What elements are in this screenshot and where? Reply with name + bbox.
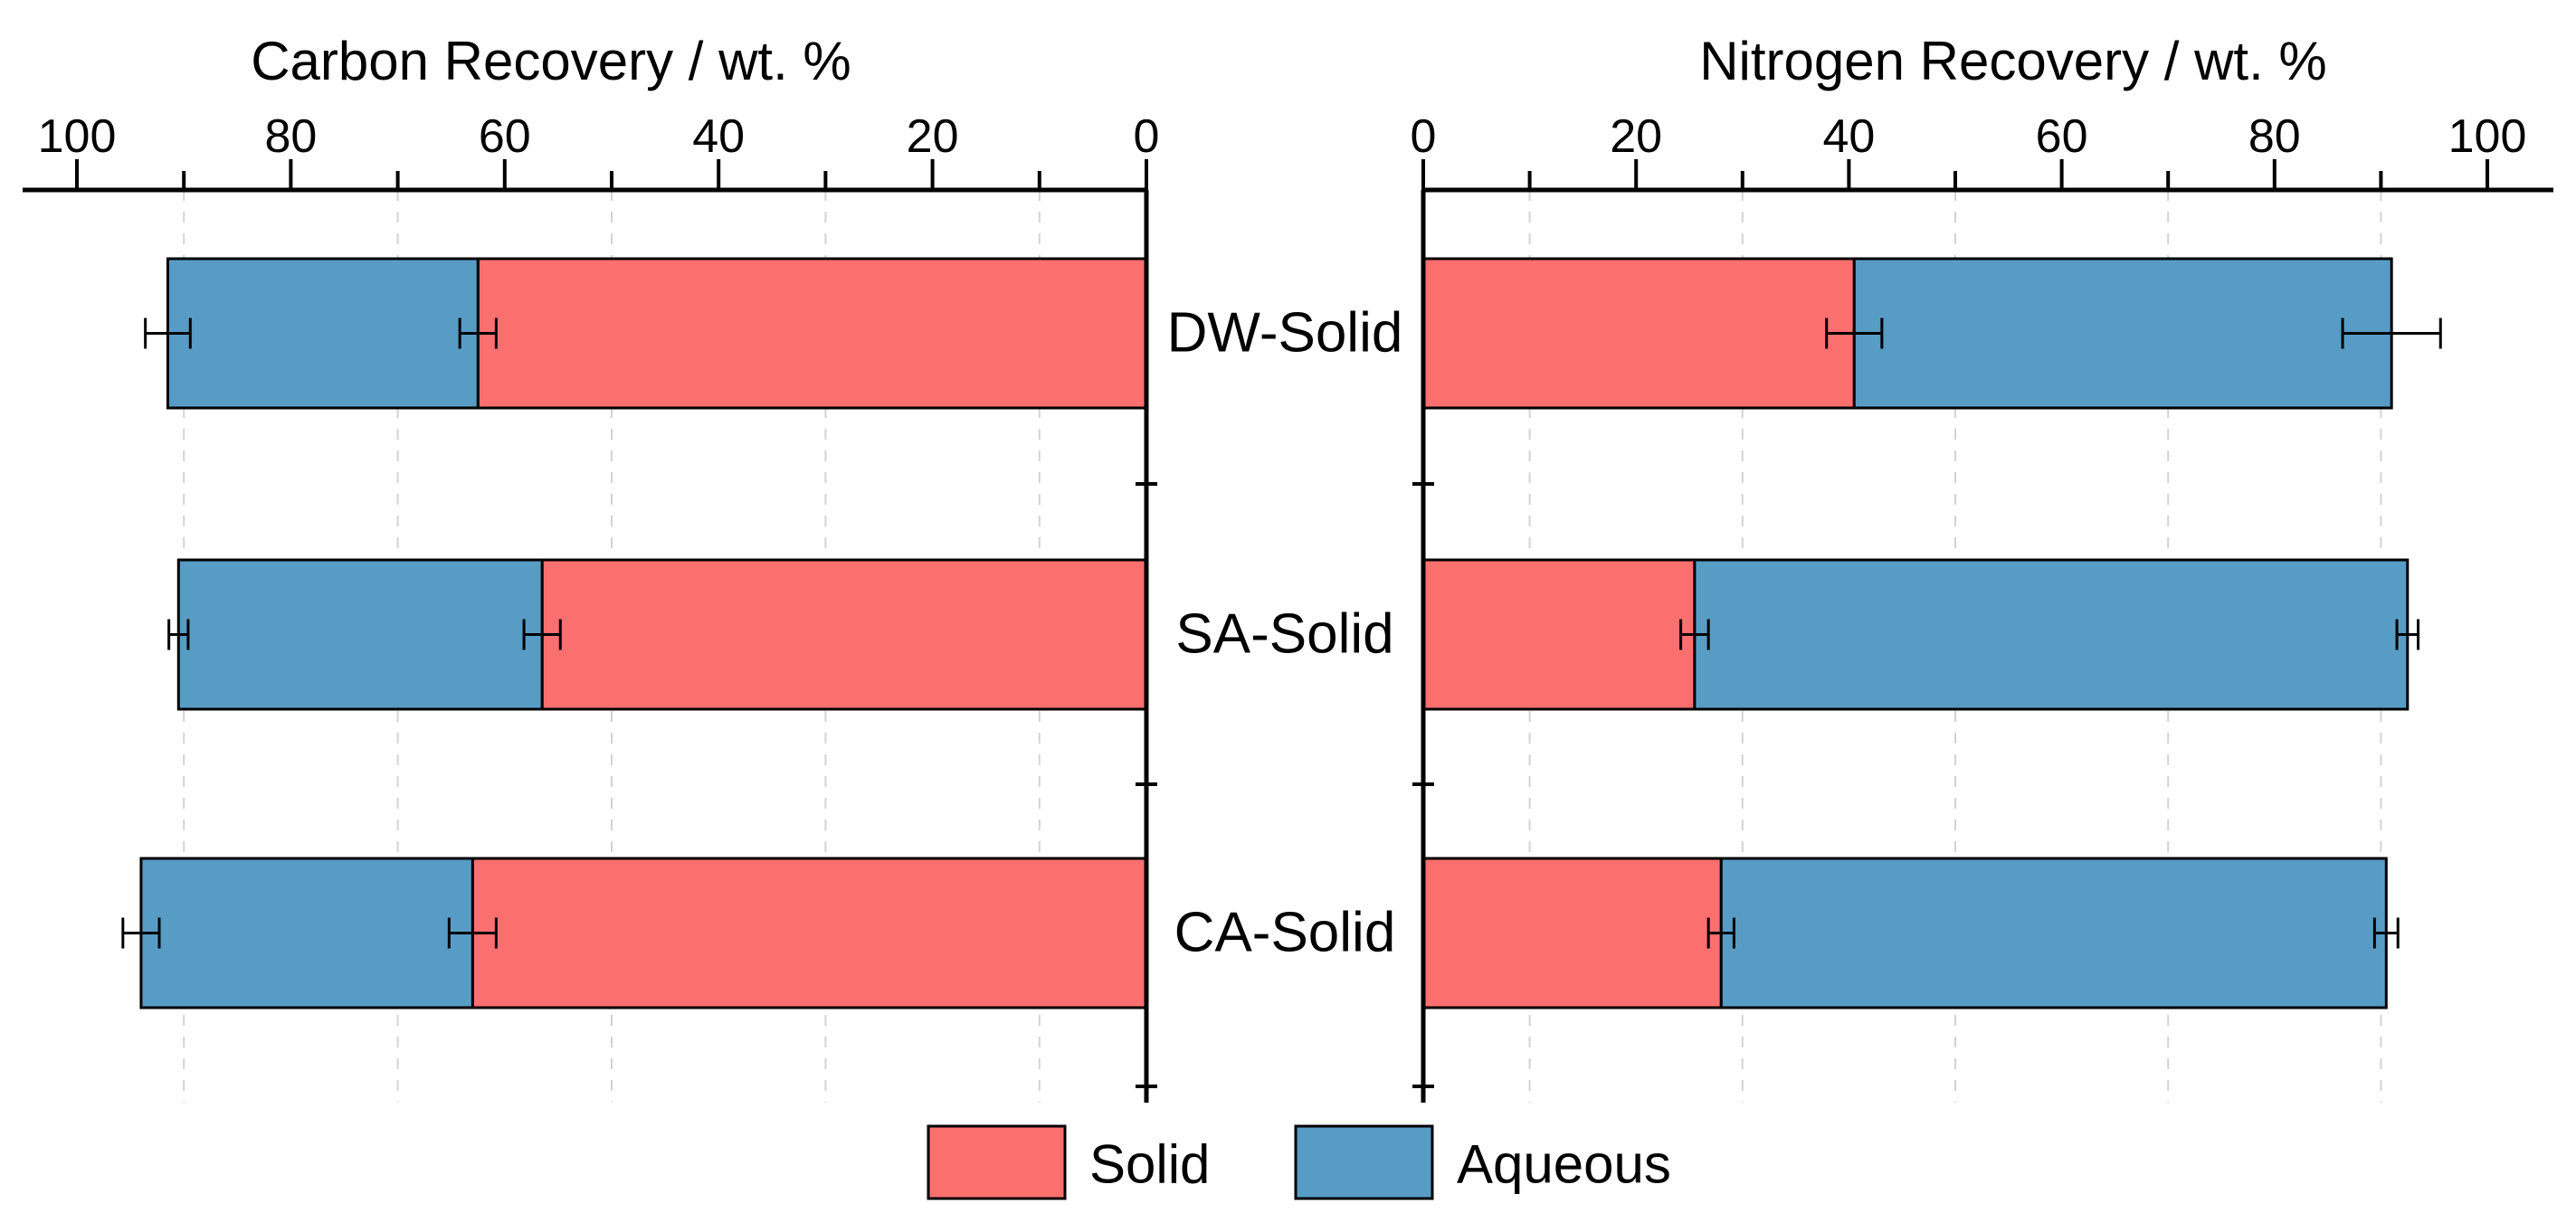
- carbon-panel-title: Carbon Recovery / wt. %: [251, 31, 851, 91]
- error-bar: [167, 619, 190, 650]
- category-labels: DW-Solid SA-Solid CA-Solid: [1167, 302, 1403, 964]
- tick-label: 60: [479, 110, 531, 163]
- tick-label: 80: [2248, 110, 2301, 163]
- error-bar: [447, 917, 498, 949]
- category-label-sa-solid: SA-Solid: [1175, 603, 1393, 666]
- nitrogen-panel-title: Nitrogen Recovery / wt. %: [1699, 31, 2327, 91]
- tick-label: 40: [692, 110, 745, 163]
- bar-segment-solid-sa-solid: [540, 558, 1148, 711]
- bar-segment-solid-ca-solid: [1421, 857, 1723, 1009]
- error-bar: [121, 917, 161, 949]
- bar-segment-solid-dw-solid: [1421, 257, 1856, 410]
- tick-label: 80: [264, 110, 317, 163]
- error-bar: [1706, 917, 1735, 949]
- tick-label: 20: [907, 110, 959, 163]
- tick-label: 100: [38, 110, 117, 163]
- legend-swatch-solid: [927, 1124, 1067, 1200]
- legend: Solid Aqueous: [927, 1124, 1671, 1200]
- bar-segment-aqueous-sa-solid: [1693, 558, 2410, 711]
- bar-segment-solid-sa-solid: [1421, 558, 1697, 711]
- error-bar: [2395, 619, 2420, 650]
- legend-label-aqueous: Aqueous: [1457, 1134, 1671, 1195]
- bar-segment-solid-dw-solid: [476, 257, 1148, 410]
- error-bar: [1679, 619, 1710, 650]
- tick-label: 20: [1610, 110, 1662, 163]
- bar-segment-aqueous-ca-solid: [139, 857, 474, 1009]
- tick-label: 0: [1411, 110, 1437, 163]
- bar-segment-aqueous-sa-solid: [176, 558, 544, 711]
- tick-label: 100: [2448, 110, 2527, 163]
- category-label-dw-solid: DW-Solid: [1167, 302, 1403, 365]
- tick-label: 0: [1134, 110, 1160, 163]
- error-bar: [2372, 917, 2400, 949]
- bar-segment-aqueous-ca-solid: [1719, 857, 2388, 1009]
- error-bar: [1825, 317, 1884, 349]
- error-bar: [458, 317, 498, 349]
- legend-label-solid: Solid: [1089, 1134, 1210, 1195]
- bar-segment-solid-ca-solid: [471, 857, 1148, 1009]
- legend-swatch-aqueous: [1294, 1124, 1434, 1200]
- error-bar: [144, 317, 192, 349]
- nitrogen-panel: 0 20 40 60 80 100: [1411, 110, 2553, 1103]
- tick-label: 60: [2036, 110, 2088, 163]
- bar-segment-aqueous-dw-solid: [1852, 257, 2393, 410]
- tick-label: 40: [1822, 110, 1875, 163]
- carbon-panel: 0 20 40 60 80 100: [23, 110, 1159, 1103]
- bar-segment-aqueous-dw-solid: [166, 257, 480, 410]
- error-bar: [2341, 317, 2442, 349]
- category-label-ca-solid: CA-Solid: [1174, 902, 1396, 964]
- error-bar: [522, 619, 562, 650]
